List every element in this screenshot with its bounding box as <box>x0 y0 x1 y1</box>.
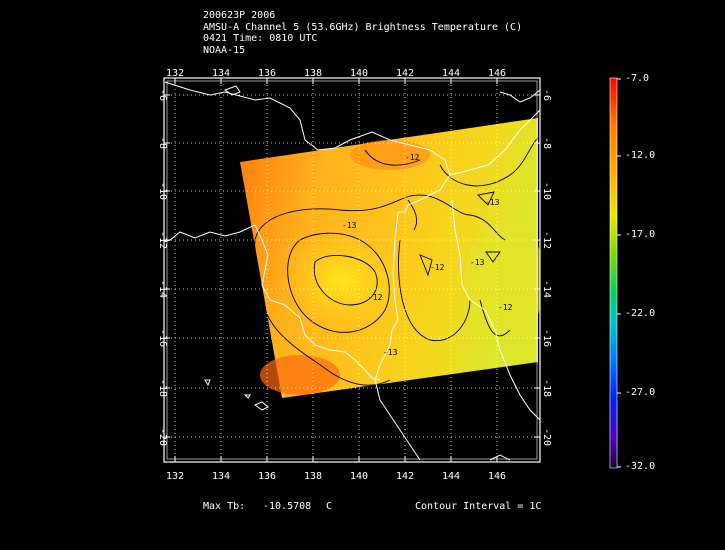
map-frame <box>163 77 541 463</box>
lon-label: 134 <box>212 68 230 79</box>
coastline-island <box>204 379 211 387</box>
lat-label: -8 <box>541 137 552 149</box>
coastline-island <box>489 454 511 461</box>
plot-header: 200623P 2006 AMSU-A Channel 5 (53.6GHz) … <box>203 10 522 56</box>
lon-labels-top: 132 134 136 138 140 142 144 146 <box>166 68 506 79</box>
lat-label: -20 <box>157 428 168 446</box>
lon-label: 138 <box>304 471 322 482</box>
lat-label: -10 <box>157 182 168 200</box>
lon-label: 142 <box>396 68 414 79</box>
lat-label: -16 <box>157 329 168 347</box>
coastline-arnhem-west <box>164 224 256 243</box>
lon-labels-bottom: 132 134 136 138 140 142 144 146 <box>166 471 506 482</box>
lat-labels-left: -6 -8 -10 -12 -14 -16 -18 -20 <box>157 89 168 446</box>
cool-region-sw <box>260 355 340 395</box>
contour-label: -12 <box>498 303 513 312</box>
max-tb-label: Max Tb: <box>203 501 246 512</box>
contour-line <box>313 255 378 306</box>
max-tb-value: -10.5708 <box>263 501 312 512</box>
colorbar-label: -12.0 <box>625 150 656 161</box>
lon-label: 146 <box>488 471 506 482</box>
colorbar-label: -27.0 <box>625 387 656 398</box>
storm-id-line: 200623P 2006 <box>203 10 276 21</box>
colorbar-label: -17.0 <box>625 229 656 240</box>
coastline-cape-york <box>374 211 421 461</box>
contour-line <box>287 232 390 333</box>
coastline-carpentaria <box>254 224 381 381</box>
warm-region-east <box>465 220 540 340</box>
contour-label: -13 <box>342 221 357 230</box>
lat-label: -14 <box>541 280 552 298</box>
coastline-papua-east <box>449 109 540 176</box>
map-frame-inner <box>166 80 538 460</box>
lon-label: 144 <box>442 471 460 482</box>
contour-line <box>261 299 391 386</box>
contour-label: -12 <box>368 293 383 302</box>
lat-label: -14 <box>157 280 168 298</box>
max-tb-unit: C <box>326 501 333 512</box>
lon-label: 142 <box>396 471 414 482</box>
contour-line <box>364 149 421 166</box>
contour-line <box>477 191 495 206</box>
colorbar <box>609 77 618 469</box>
lat-labels-right: -6 -8 -10 -12 -14 -16 -18 -20 <box>541 89 552 446</box>
coastline-island-east <box>499 89 540 103</box>
cool-region-north <box>350 140 430 170</box>
lat-label: -8 <box>157 137 168 149</box>
coastline-new-guinea <box>164 81 451 213</box>
contour-line <box>485 251 501 263</box>
lat-label: -12 <box>541 231 552 249</box>
lat-label: -20 <box>541 428 552 446</box>
colorbar-ticks <box>617 78 621 468</box>
graticule <box>167 81 537 459</box>
colorbar-label: -32.0 <box>625 461 656 472</box>
contour-label: -13 <box>485 198 500 207</box>
lon-label: 134 <box>212 471 230 482</box>
lon-label: 144 <box>442 68 460 79</box>
coastlines <box>164 81 540 461</box>
coastline-island <box>243 394 251 399</box>
lat-label: -12 <box>157 231 168 249</box>
lon-label: 138 <box>304 68 322 79</box>
colorbar-label: -22.0 <box>625 308 656 319</box>
contour-label: -13 <box>383 348 398 357</box>
lon-label: 140 <box>350 471 368 482</box>
coastline-qld-east <box>451 199 540 421</box>
colorbar-label: -7.0 <box>625 73 650 84</box>
contour-line <box>439 137 539 187</box>
lon-label: 136 <box>258 471 276 482</box>
axis-ticks <box>164 78 540 462</box>
lat-label: -6 <box>157 89 168 101</box>
contour-value-labels: -13 -12 -13 -12 -13 -13 -12 -12 <box>342 153 513 357</box>
contour-line <box>419 254 433 277</box>
lon-label: 132 <box>166 471 184 482</box>
lat-label: -16 <box>541 329 552 347</box>
warm-core <box>282 230 402 330</box>
time-line: 0421 Time: 0810 UTC <box>203 33 318 44</box>
contour-label: -13 <box>470 258 485 267</box>
lat-label: -18 <box>157 379 168 397</box>
contour-label: -12 <box>430 263 445 272</box>
contour-interval: Contour Interval = 1C <box>415 501 542 512</box>
lat-label: -6 <box>541 89 552 101</box>
lat-label: -10 <box>541 182 552 200</box>
lon-label: 140 <box>350 68 368 79</box>
contour-label: -12 <box>405 153 420 162</box>
lon-label: 146 <box>488 68 506 79</box>
coastline-island-north <box>223 85 241 96</box>
lon-label: 136 <box>258 68 276 79</box>
channel-title: AMSU-A Channel 5 (53.6GHz) Brightness Te… <box>203 21 523 33</box>
lon-label: 132 <box>166 68 184 79</box>
contour-line <box>398 239 471 342</box>
coastline-island <box>253 401 269 411</box>
map-area <box>164 81 540 461</box>
contour-line <box>407 199 418 231</box>
satellite-name: NOAA-15 <box>203 44 246 56</box>
lat-label: -18 <box>541 379 552 397</box>
